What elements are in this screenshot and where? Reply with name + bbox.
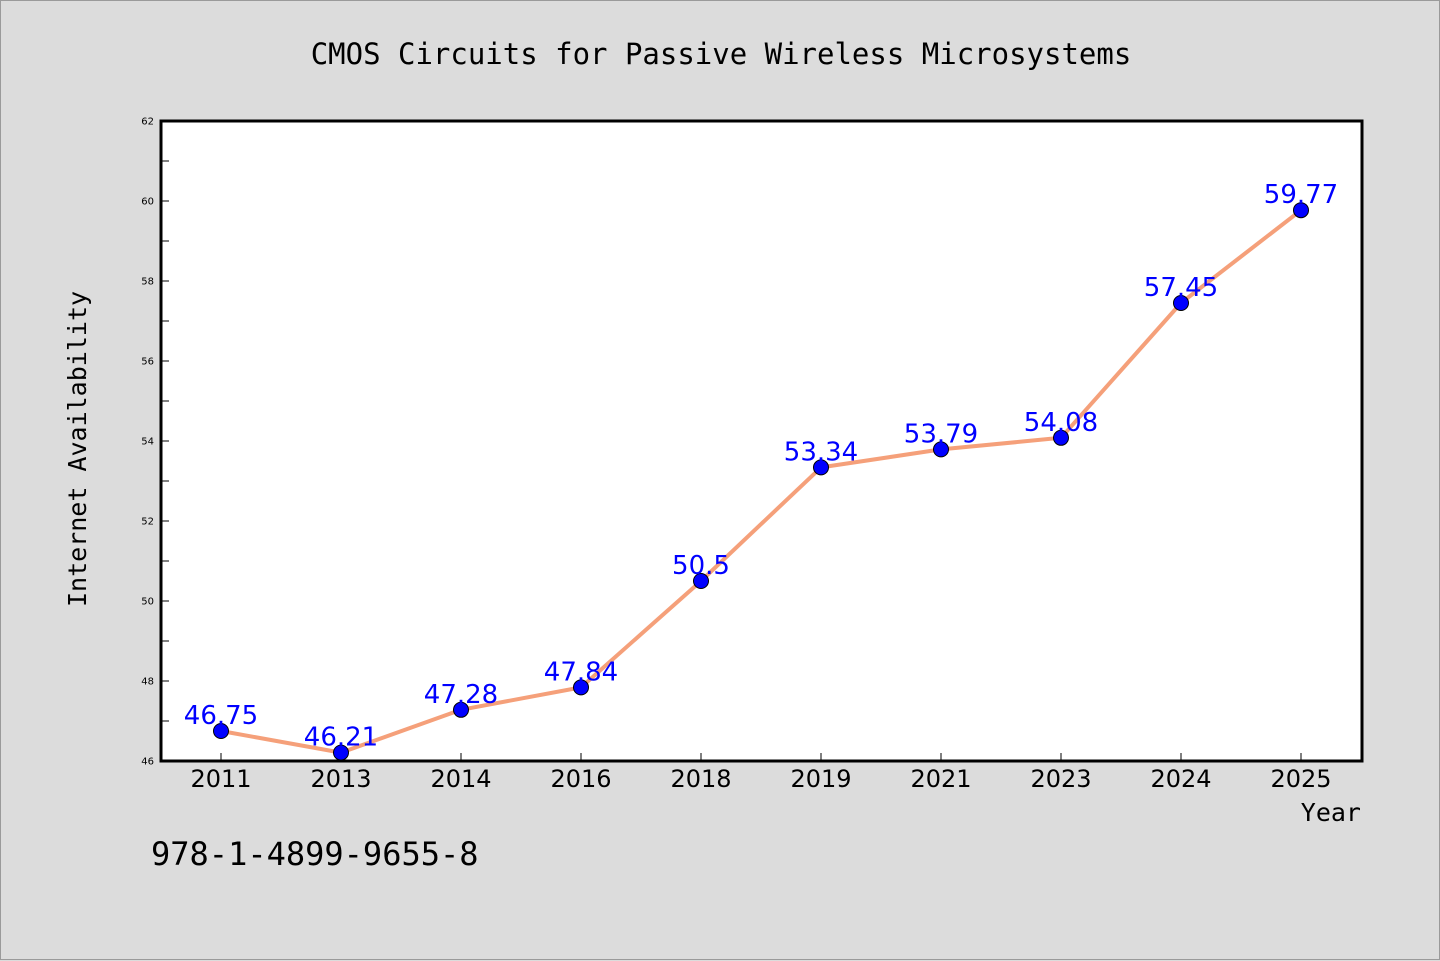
y-axis: 46 48 50 52 54 56 58 60 62 [141, 117, 169, 768]
data-label: 53.34 [784, 437, 858, 467]
data-point-marker [933, 441, 949, 458]
y-tick-label: 60 [141, 197, 154, 208]
data-point-marker [693, 573, 709, 589]
x-tick-label: 2018 [670, 765, 731, 793]
data-point-marker [333, 744, 349, 761]
y-axis-label: Internet Availability [63, 291, 92, 607]
y-tick-label: 52 [141, 517, 154, 528]
data-point-marker [573, 679, 589, 696]
data-label: 46.21 [304, 723, 378, 753]
data-point-marker [453, 701, 469, 718]
data-label: 46.75 [184, 701, 258, 731]
data-label: 53.79 [904, 419, 978, 449]
y-tick-label: 50 [141, 597, 154, 608]
series-line [220, 208, 1303, 755]
markers-group [213, 202, 1309, 761]
data-label: 47.84 [544, 657, 618, 687]
y-tick-label: 48 [141, 677, 154, 688]
data-point-marker [213, 723, 229, 739]
y-tick-label: 46 [141, 757, 154, 768]
x-tick-label: 2016 [550, 765, 611, 793]
data-point-marker [1293, 202, 1309, 219]
data-point-marker [1173, 295, 1189, 311]
data-label: 57.45 [1144, 273, 1218, 303]
y-tick-label: 58 [141, 277, 154, 288]
data-point-marker [813, 459, 829, 476]
series-line-group [220, 208, 1303, 755]
chart-title: CMOS Circuits for Passive Wireless Micro… [311, 37, 1132, 71]
x-tick-label: 2025 [1270, 765, 1331, 793]
y-tick-label: 56 [141, 357, 154, 368]
data-label: 59.77 [1264, 180, 1338, 210]
x-tick-label: 2019 [790, 765, 851, 793]
x-tick-label: 2024 [1150, 765, 1211, 793]
x-tick-label: 2014 [430, 765, 491, 793]
x-tick-label: 2013 [310, 765, 371, 793]
plot-area [159, 119, 1364, 763]
data-labels-group: 46.75 46.21 47.28 47.84 50.5 53.34 53.79 54.08 5… [184, 180, 1338, 752]
y-tick-label: 54 [141, 437, 154, 448]
x-axis-label: Year [1301, 798, 1361, 827]
x-tick-label: 2021 [910, 765, 971, 793]
data-label: 50.5 [672, 551, 730, 581]
x-tick-label: 2011 [190, 765, 251, 793]
x-tick-label: 2023 [1030, 765, 1091, 793]
x-axis: 2011 2013 2014 2016 2018 2019 2021 2023 2024 2025 [190, 753, 1332, 793]
isbn-text: 978-1-4899-9655-8 [151, 835, 479, 873]
data-label: 54.08 [1024, 408, 1098, 438]
data-point-marker [1053, 429, 1069, 446]
data-label: 47.28 [424, 680, 498, 710]
y-tick-label: 62 [141, 117, 154, 128]
